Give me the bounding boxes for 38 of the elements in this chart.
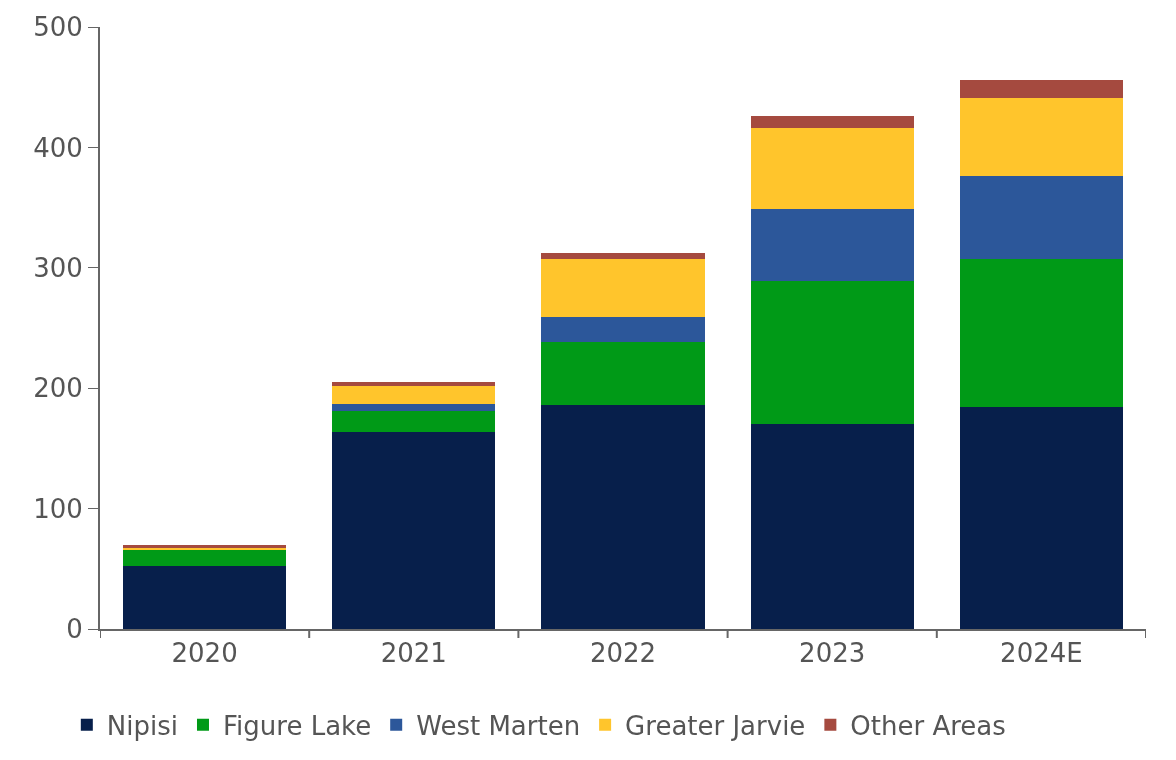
bar bbox=[123, 566, 287, 629]
y-tick-label: 200 bbox=[33, 373, 83, 404]
y-tick-label: 500 bbox=[33, 12, 83, 43]
bar bbox=[959, 176, 1123, 260]
y-tick-label: 0 bbox=[66, 614, 83, 645]
bar bbox=[750, 128, 914, 209]
bar bbox=[332, 382, 496, 386]
bar bbox=[541, 253, 705, 260]
bar bbox=[959, 259, 1123, 408]
legend-label: Greater Jarvie bbox=[625, 710, 806, 741]
bar bbox=[750, 208, 914, 282]
bar bbox=[750, 424, 914, 629]
y-tick-label: 100 bbox=[33, 493, 83, 524]
bar bbox=[959, 407, 1123, 629]
bar bbox=[750, 281, 914, 425]
bar bbox=[332, 403, 496, 412]
legend-label: Other Areas bbox=[850, 710, 1006, 741]
bar bbox=[541, 259, 705, 318]
bar bbox=[332, 385, 496, 404]
x-tick-label: 2024E bbox=[1000, 638, 1083, 669]
legend-label: West Marten bbox=[416, 710, 581, 741]
y-tick-label: 300 bbox=[33, 252, 83, 283]
bar bbox=[332, 411, 496, 432]
x-tick-label: 2023 bbox=[799, 638, 866, 669]
bar bbox=[959, 98, 1123, 177]
legend-label: Figure Lake bbox=[222, 710, 372, 741]
x-tick-label: 2020 bbox=[171, 638, 238, 669]
bar bbox=[541, 405, 705, 629]
bar bbox=[123, 549, 287, 567]
y-tick-label: 400 bbox=[33, 132, 83, 163]
bar bbox=[541, 317, 705, 343]
x-tick-label: 2021 bbox=[380, 638, 447, 669]
x-tick-label: 2022 bbox=[589, 638, 657, 669]
legend-label: Nipisi bbox=[106, 710, 178, 741]
bar bbox=[959, 79, 1123, 99]
bar bbox=[750, 116, 914, 129]
bar bbox=[541, 342, 705, 406]
bar bbox=[332, 431, 496, 629]
